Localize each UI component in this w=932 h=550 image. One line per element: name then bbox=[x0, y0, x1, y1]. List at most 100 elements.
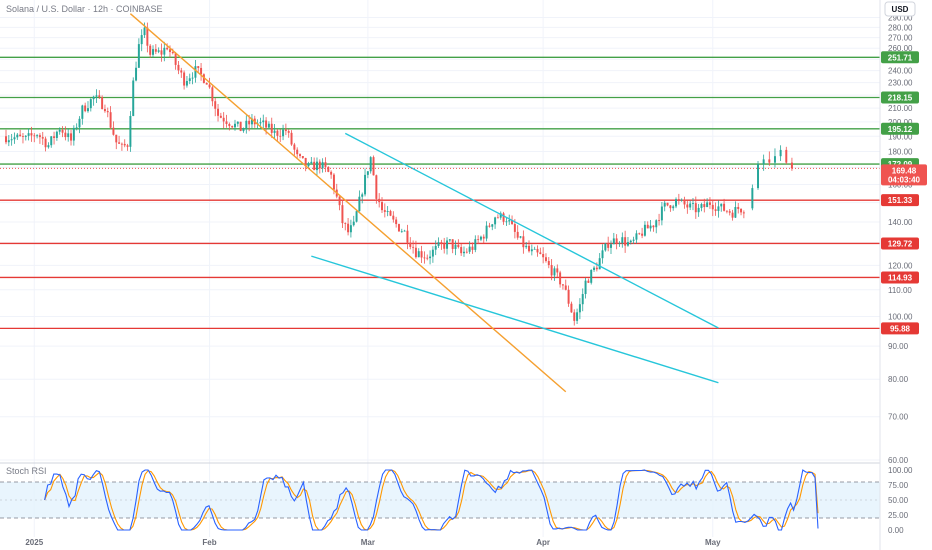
candle-body bbox=[672, 206, 675, 209]
candle-body bbox=[265, 120, 268, 128]
candle-body bbox=[550, 265, 553, 276]
candle-body bbox=[106, 111, 109, 113]
candle bbox=[471, 242, 474, 254]
candle bbox=[660, 201, 663, 226]
candle bbox=[446, 237, 449, 255]
candle bbox=[95, 89, 98, 103]
level-tag-bg bbox=[881, 51, 919, 64]
candle bbox=[41, 131, 44, 145]
candle-body bbox=[663, 202, 666, 207]
candle-body bbox=[601, 250, 604, 259]
candle bbox=[78, 116, 81, 134]
candle-body bbox=[347, 223, 350, 233]
candle-body bbox=[313, 161, 316, 171]
time-axis-labels: 2025 Feb Mar Apr May bbox=[25, 538, 721, 547]
candle-body bbox=[64, 132, 67, 138]
candle bbox=[338, 196, 341, 211]
candle-body bbox=[33, 135, 36, 137]
candle bbox=[542, 247, 545, 264]
candle bbox=[460, 243, 463, 256]
trendline-channel-lower[interactable] bbox=[311, 255, 719, 384]
candle bbox=[400, 228, 403, 233]
horizontal-levels[interactable] bbox=[0, 56, 880, 330]
candle bbox=[680, 198, 683, 202]
candle bbox=[544, 253, 547, 263]
candle-body bbox=[660, 206, 663, 221]
price-tick-label: 110.00 bbox=[888, 286, 912, 295]
candle-body bbox=[205, 82, 208, 85]
candle bbox=[166, 43, 169, 51]
candle-body bbox=[369, 157, 372, 172]
candle-body bbox=[612, 238, 615, 245]
candle-body bbox=[202, 74, 205, 83]
candle bbox=[152, 45, 154, 58]
candle-body bbox=[267, 123, 270, 128]
candle-body bbox=[700, 204, 703, 208]
candle-body bbox=[675, 199, 678, 207]
candle-body bbox=[140, 35, 143, 45]
candle-body bbox=[570, 303, 573, 313]
candle bbox=[559, 270, 562, 288]
candle-body bbox=[372, 157, 375, 176]
candle bbox=[364, 168, 367, 197]
candle bbox=[610, 240, 612, 254]
candle-body bbox=[279, 135, 282, 137]
candle-body bbox=[731, 212, 734, 218]
candle bbox=[590, 269, 593, 285]
candle-body bbox=[310, 161, 313, 164]
candle bbox=[67, 128, 70, 142]
candle-body bbox=[502, 213, 505, 222]
level-tag-95.88: 95.88 bbox=[881, 322, 919, 335]
candlestick-series bbox=[5, 22, 793, 326]
candle bbox=[200, 62, 203, 81]
candle bbox=[304, 157, 307, 172]
level-tag-151.33: 151.33 bbox=[881, 194, 919, 207]
time-label: 2025 bbox=[25, 538, 43, 547]
candle-body bbox=[157, 50, 160, 52]
candle-body bbox=[412, 246, 415, 248]
candle-body bbox=[737, 206, 740, 209]
candle bbox=[106, 107, 109, 118]
candle bbox=[180, 67, 183, 78]
candle bbox=[358, 190, 361, 212]
trendlines[interactable] bbox=[129, 13, 719, 393]
candle bbox=[174, 51, 177, 70]
trendline-channel-upper[interactable] bbox=[344, 132, 719, 329]
candle-body bbox=[262, 120, 265, 123]
candle bbox=[36, 134, 39, 139]
candle-body bbox=[194, 66, 197, 78]
candle bbox=[491, 223, 494, 231]
candle bbox=[366, 171, 369, 179]
price-tick-label: 140.00 bbox=[888, 218, 913, 227]
candle bbox=[652, 225, 655, 232]
candle-body bbox=[519, 236, 522, 238]
candle bbox=[717, 200, 720, 218]
candle bbox=[714, 202, 717, 216]
trendline-orange-downtrend[interactable] bbox=[129, 13, 567, 393]
candle-body bbox=[677, 199, 680, 200]
candle bbox=[386, 206, 389, 217]
level-tag-label: 195.12 bbox=[888, 125, 913, 134]
candle bbox=[50, 135, 53, 148]
candle bbox=[395, 216, 398, 228]
level-tag-129.72: 129.72 bbox=[881, 237, 919, 250]
currency-button[interactable]: USD bbox=[884, 1, 916, 17]
candle-body bbox=[358, 196, 361, 212]
candle bbox=[140, 29, 143, 52]
candle bbox=[109, 106, 112, 130]
candle-body bbox=[242, 128, 245, 132]
candle-body bbox=[595, 267, 598, 270]
candle bbox=[149, 44, 152, 58]
candle-body bbox=[431, 249, 434, 257]
candle bbox=[496, 214, 499, 219]
candle bbox=[567, 285, 570, 307]
candle-body bbox=[301, 156, 304, 158]
candle bbox=[697, 203, 700, 217]
candle-body bbox=[604, 243, 607, 251]
candle-body bbox=[171, 52, 174, 54]
candle-body bbox=[465, 251, 468, 253]
candle-body bbox=[282, 129, 285, 137]
candle-body bbox=[321, 162, 324, 169]
price-tick-label: 210.00 bbox=[888, 104, 913, 113]
